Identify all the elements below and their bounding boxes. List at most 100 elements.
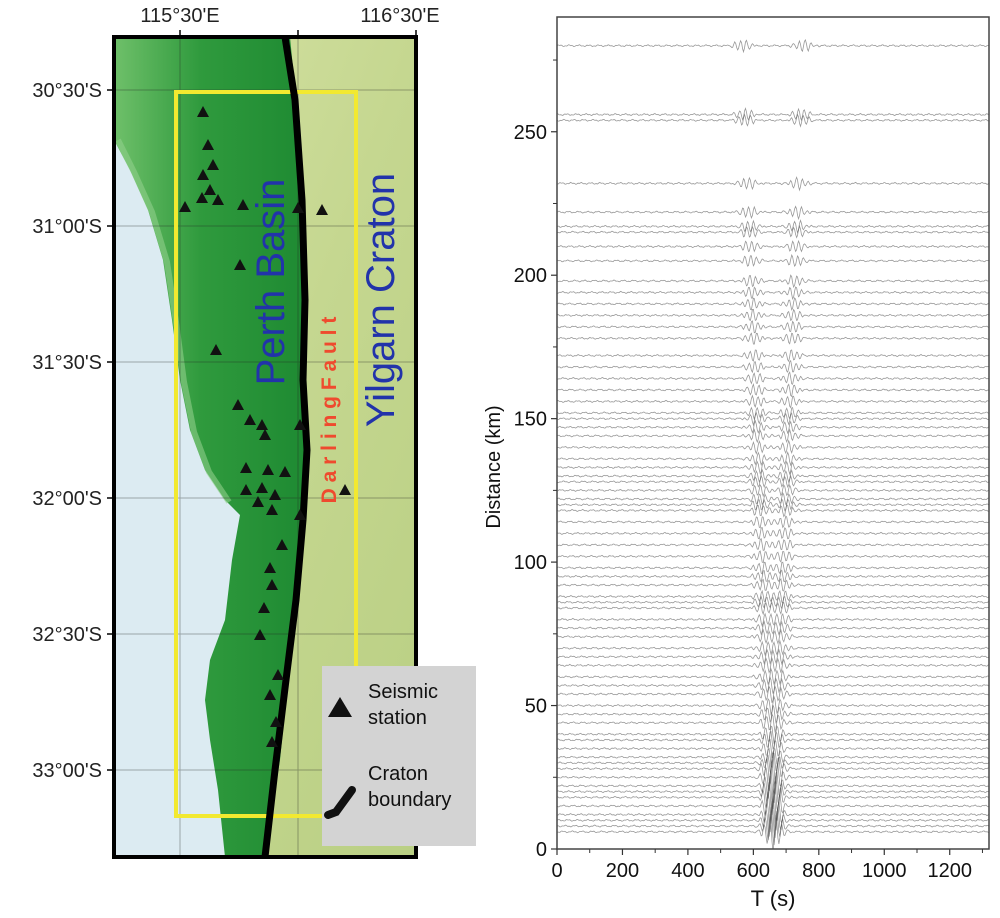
- seismic-trace: [557, 38, 989, 54]
- y-tick-label: 200: [514, 265, 547, 287]
- seismic-station-icon: [259, 429, 271, 440]
- seismic-trace: [557, 695, 989, 716]
- seismic-trace: [557, 371, 989, 385]
- seismic-trace: [557, 224, 989, 239]
- seismic-trace: [557, 730, 989, 750]
- seismic-trace: [557, 460, 989, 476]
- legend-box: [322, 666, 476, 846]
- craton-boundary-line: [261, 37, 311, 857]
- seismic-trace: [557, 628, 989, 645]
- seismic-station-icon: [258, 602, 270, 613]
- seismic-station-icon: [316, 204, 328, 215]
- seismic-trace: [557, 411, 989, 427]
- seismic-trace: [557, 750, 989, 785]
- study-area-box: [174, 90, 358, 818]
- map-ticks: [107, 30, 417, 771]
- seismic-trace: [557, 332, 989, 345]
- seismic-trace: [557, 394, 989, 409]
- x-tick-label: 400: [671, 860, 704, 882]
- seismic-trace: [557, 239, 989, 253]
- seismic-trace: [557, 474, 989, 489]
- y-tick-label: 150: [514, 409, 547, 431]
- seismic-trace: [557, 550, 989, 564]
- seismic-trace: [557, 320, 989, 334]
- seismic-station-icon: [179, 201, 191, 212]
- seismic-trace: [557, 176, 989, 192]
- map-panel: [114, 37, 416, 857]
- seismic-trace: [557, 419, 989, 435]
- x-tick-label: 200: [606, 860, 639, 882]
- seismic-trace: [557, 349, 989, 363]
- x-tick-label: 800: [802, 860, 835, 882]
- seismic-station-icon: [256, 482, 268, 493]
- y-axis-label: Distance (km): [483, 405, 505, 528]
- seismic-trace: [557, 788, 989, 824]
- seismic-trace: [557, 219, 989, 234]
- seismic-station-icon: [210, 344, 222, 355]
- lat-label-6: 33°00'S: [32, 760, 102, 782]
- seismic-station-icon: [212, 194, 224, 205]
- seismic-station-icon: [294, 419, 306, 430]
- seismic-trace: [557, 382, 989, 398]
- seismic-station-icon: [339, 484, 351, 495]
- seismic-trace: [557, 800, 989, 838]
- lat-label-5: 32°30'S: [32, 624, 102, 646]
- y-axis-ticks: 0 50 100 150 200 250: [514, 59, 557, 861]
- seismic-station-icon: [262, 464, 274, 475]
- seismic-trace: [557, 676, 989, 694]
- longitude-labels: 115°30'E 116°30'E: [140, 5, 439, 27]
- seismic-trace: [557, 484, 989, 498]
- seismic-trace: [557, 612, 989, 628]
- seismic-trace: [557, 725, 989, 745]
- seismic-station-icon: [272, 669, 284, 680]
- seismic-trace: [557, 601, 989, 616]
- seismic-station-icon: [232, 399, 244, 410]
- seismic-trace: [557, 468, 989, 484]
- chart-panel: 0 200 400 600 800 1000 1200 0 50 100 150 200 250 T …: [483, 16, 990, 911]
- seismic-trace: [557, 760, 989, 795]
- seismic-trace: [557, 814, 989, 849]
- seismic-trace: [557, 589, 989, 604]
- seismic-trace: [557, 639, 989, 657]
- seismic-trace: [557, 561, 989, 575]
- x-tick-label: 600: [737, 860, 770, 882]
- y-tick-label: 50: [525, 696, 547, 718]
- seismic-trace: [557, 569, 989, 583]
- seismic-station-icon: [279, 466, 291, 477]
- seismic-trace: [557, 657, 989, 674]
- seismic-trace: [557, 451, 989, 467]
- seismic-station-icon: [276, 539, 288, 550]
- x-tick-label: 0: [551, 860, 562, 882]
- seismic-station-icon: [264, 689, 276, 700]
- seismic-trace: [557, 297, 989, 311]
- seismic-station-icon: [294, 509, 306, 520]
- seismic-trace: [557, 113, 989, 128]
- seismic-trace: [557, 498, 989, 512]
- lon-label-2: 116°30'E: [360, 5, 439, 27]
- legend-station-line2: station: [368, 707, 427, 729]
- station-symbol-icon: [328, 697, 352, 717]
- boundary-symbol-icon: [324, 786, 356, 819]
- map-graticule: [114, 37, 416, 857]
- seismic-station-icon: [256, 419, 268, 430]
- map-frame: [112, 35, 418, 859]
- y-tick-label: 100: [514, 552, 547, 574]
- seismic-trace: [557, 648, 989, 666]
- seismic-trace: [557, 492, 989, 506]
- legend-boundary-line2: boundary: [368, 789, 451, 811]
- lon-label-1: 115°30'E: [140, 5, 219, 27]
- latitude-labels: 30°30'S 31°00'S 31°30'S 32°00'S 32°30'S …: [32, 80, 102, 782]
- seismic-trace: [557, 667, 989, 686]
- seismic-station-icon: [196, 192, 208, 203]
- seismic-trace: [557, 205, 989, 221]
- seismic-station-icon: [240, 484, 252, 495]
- map-legend: Seismic station Craton boundary: [322, 666, 476, 846]
- yilgarn-craton-label: Yilgarn Craton: [359, 173, 403, 427]
- seismic-trace: [557, 515, 989, 529]
- seismic-station-icon: [266, 579, 278, 590]
- y-tick-label: 0: [536, 839, 547, 861]
- seismic-station-icon: [269, 489, 281, 500]
- seismic-station-icon: [234, 259, 246, 270]
- seismic-station-icon: [254, 629, 266, 640]
- seismic-trace: [557, 107, 989, 122]
